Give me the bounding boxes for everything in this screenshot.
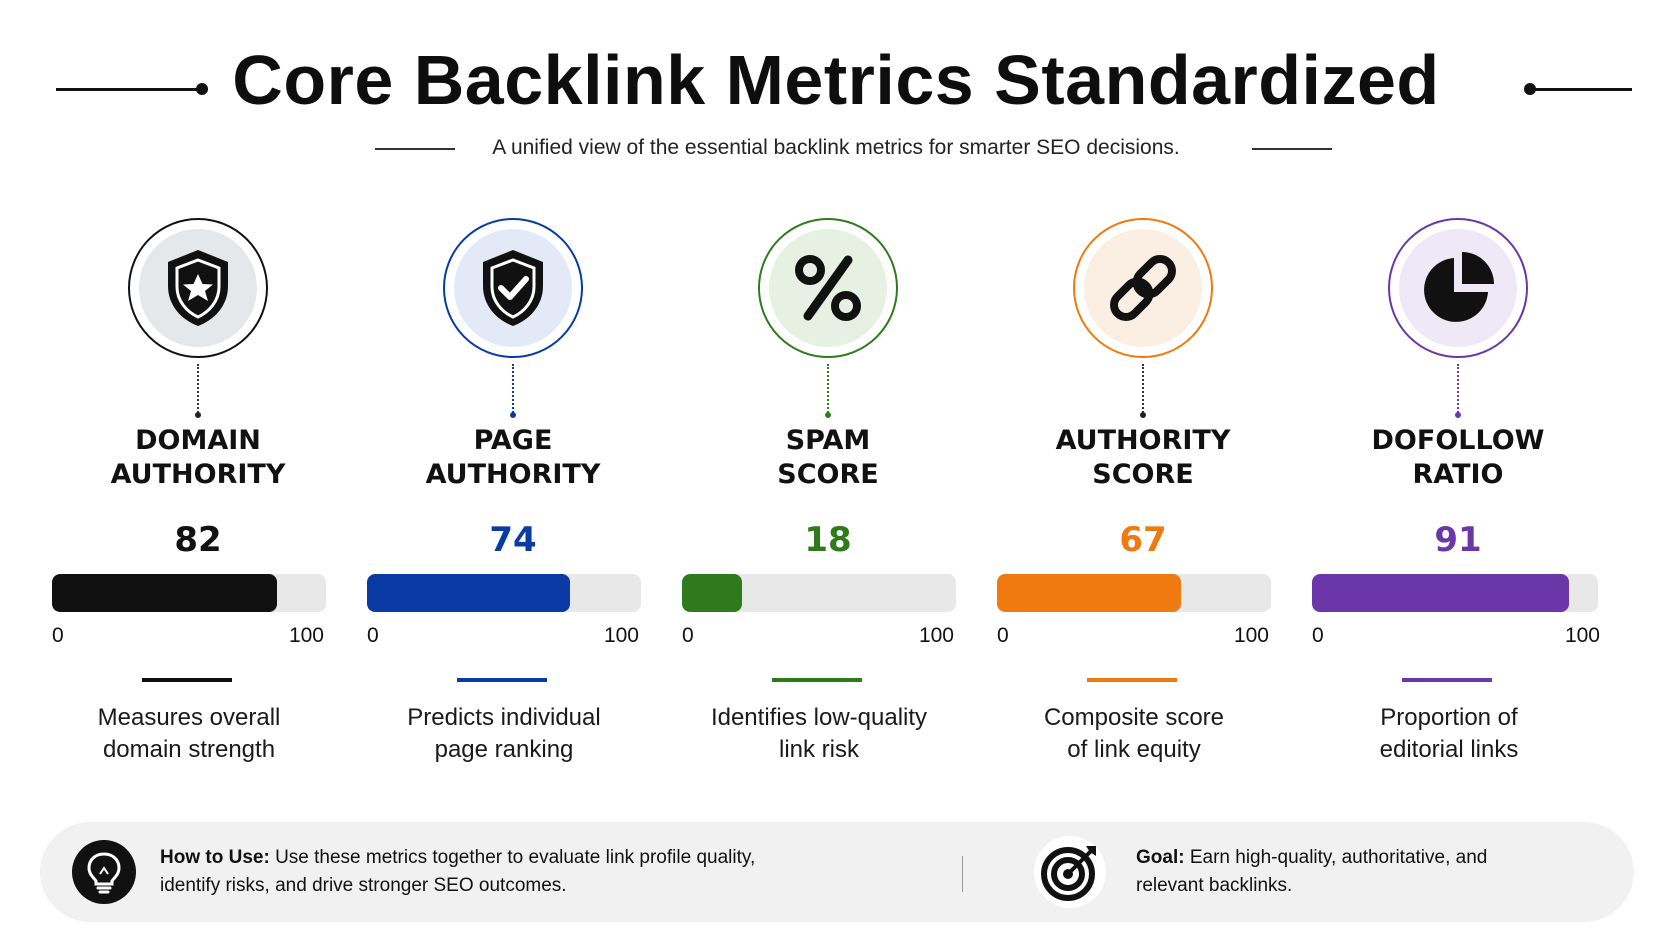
metric-progress-bar bbox=[52, 574, 326, 612]
metric-description: Proportion of editorial links bbox=[1379, 704, 1519, 763]
metric-connector-dot bbox=[510, 412, 516, 418]
metric-name: DOFOLLOW RATIO bbox=[1371, 425, 1545, 490]
metric-icon-bg bbox=[139, 229, 257, 347]
metric-description: Identifies low-quality link risk bbox=[710, 704, 928, 763]
metric-value: 74 bbox=[489, 520, 537, 560]
metric-icon-ring bbox=[758, 218, 898, 358]
subtitle-row: A unified view of the essential backlink… bbox=[0, 134, 1672, 164]
metric-connector bbox=[197, 364, 199, 416]
title-decor-dot-right bbox=[1524, 83, 1536, 95]
metric-scale-max: 100 bbox=[288, 624, 324, 647]
footer-divider bbox=[962, 856, 963, 892]
metric-name: AUTHORITY SCORE bbox=[1055, 425, 1231, 490]
metric-name: DOMAIN AUTHORITY bbox=[110, 425, 286, 490]
metric-dofollow-ratio: DOFOLLOW RATIO 91 0 100 Proportion of edit… bbox=[1312, 218, 1602, 778]
metric-connector-dot bbox=[1455, 412, 1461, 418]
metric-scale-max: 100 bbox=[1233, 624, 1269, 647]
metric-icon-ring bbox=[128, 218, 268, 358]
percent-icon bbox=[795, 255, 861, 321]
metric-page-authority: PAGE AUTHORITY 74 0 100 Predicts individu… bbox=[367, 218, 657, 778]
metric-icon-ring bbox=[443, 218, 583, 358]
page-title: Core Backlink Metrics Standardized bbox=[232, 41, 1440, 119]
footer-how-to-use: How to Use: Use these metrics together t… bbox=[160, 844, 800, 900]
how-to-use-text-line2: identify risks, and drive stronger SEO o… bbox=[160, 875, 567, 896]
metric-value: 18 bbox=[804, 520, 852, 560]
link-icon bbox=[1110, 255, 1176, 321]
metric-scale-min: 0 bbox=[997, 624, 1009, 647]
footer-target-badge bbox=[1034, 836, 1106, 908]
metric-icon-ring bbox=[1073, 218, 1213, 358]
how-to-use-text-line1: Use these metrics together to evaluate l… bbox=[275, 847, 756, 868]
metric-connector-dot bbox=[825, 412, 831, 418]
title-decor-line-right bbox=[1532, 88, 1632, 91]
footer-bulb-badge bbox=[72, 840, 136, 904]
metric-progress-fill bbox=[1312, 574, 1570, 612]
metric-scale-min: 0 bbox=[1312, 624, 1324, 647]
metric-accent-line bbox=[772, 678, 862, 682]
metric-progress-fill bbox=[682, 574, 743, 612]
metric-description: Composite score of link equity bbox=[1043, 704, 1225, 763]
metric-progress-fill bbox=[367, 574, 570, 612]
goal-label: Goal: bbox=[1136, 847, 1185, 868]
metric-progress-fill bbox=[997, 574, 1181, 612]
metric-icon-bg bbox=[769, 229, 887, 347]
goal-text-line2: relevant backlinks. bbox=[1136, 875, 1293, 896]
metric-spam-score: SPAM SCORE 18 0 100 Identifies low-qualit… bbox=[682, 218, 972, 778]
metric-scale-min: 0 bbox=[52, 624, 64, 647]
metric-scale-max: 100 bbox=[918, 624, 954, 647]
metric-progress-fill bbox=[52, 574, 277, 612]
subtitle-decor-line-left bbox=[375, 148, 455, 150]
title-row: Core Backlink Metrics Standardized bbox=[0, 30, 1672, 130]
metric-connector-dot bbox=[1140, 412, 1146, 418]
metric-description: Measures overall domain strength bbox=[97, 704, 281, 763]
metric-accent-line bbox=[457, 678, 547, 682]
metric-connector bbox=[512, 364, 514, 416]
metric-connector-dot bbox=[195, 412, 201, 418]
page-subtitle: A unified view of the essential backlink… bbox=[492, 136, 1180, 159]
metric-description: Predicts individual page ranking bbox=[407, 704, 601, 763]
metric-accent-line bbox=[142, 678, 232, 682]
subtitle-decor-line-right bbox=[1252, 148, 1332, 150]
metric-value: 67 bbox=[1119, 520, 1167, 560]
metric-connector bbox=[1457, 364, 1459, 416]
title-decor-line-left bbox=[56, 88, 200, 91]
shield-star-icon bbox=[168, 250, 228, 326]
metric-accent-line bbox=[1402, 678, 1492, 682]
metric-name: SPAM SCORE bbox=[777, 425, 879, 490]
footer-panel: How to Use: Use these metrics together t… bbox=[40, 822, 1634, 922]
metric-icon-bg bbox=[1084, 229, 1202, 347]
how-to-use-label: How to Use: bbox=[160, 847, 270, 868]
metric-scale-max: 100 bbox=[603, 624, 639, 647]
metric-icon-ring bbox=[1388, 218, 1528, 358]
metric-progress-bar bbox=[997, 574, 1271, 612]
title-decor-dot-left bbox=[196, 83, 208, 95]
metric-authority-score: AUTHORITY SCORE 67 0 100 Composite score o… bbox=[997, 218, 1287, 778]
metric-name: PAGE AUTHORITY bbox=[425, 425, 601, 490]
metric-value: 82 bbox=[174, 520, 222, 560]
metric-connector bbox=[1142, 364, 1144, 416]
metric-icon-bg bbox=[1399, 229, 1517, 347]
metric-progress-bar bbox=[1312, 574, 1598, 612]
pie-chart-icon bbox=[1424, 252, 1494, 322]
metric-scale-min: 0 bbox=[682, 624, 694, 647]
metric-accent-line bbox=[1087, 678, 1177, 682]
metric-value: 91 bbox=[1434, 520, 1482, 560]
metric-connector bbox=[827, 364, 829, 416]
shield-check-icon bbox=[483, 250, 543, 326]
target-icon bbox=[1041, 846, 1096, 901]
footer-goal: Goal: Earn high-quality, authoritative, … bbox=[1136, 844, 1526, 900]
lightbulb-icon bbox=[87, 852, 121, 894]
metric-progress-bar bbox=[367, 574, 641, 612]
metric-scale-max: 100 bbox=[1564, 624, 1600, 647]
metric-progress-bar bbox=[682, 574, 956, 612]
metric-icon-bg bbox=[454, 229, 572, 347]
metric-domain-authority: DOMAIN AUTHORITY 82 0 100 Measures overal… bbox=[52, 218, 342, 778]
metric-scale-min: 0 bbox=[367, 624, 379, 647]
goal-text-line1: Earn high-quality, authoritative, and bbox=[1189, 847, 1488, 868]
